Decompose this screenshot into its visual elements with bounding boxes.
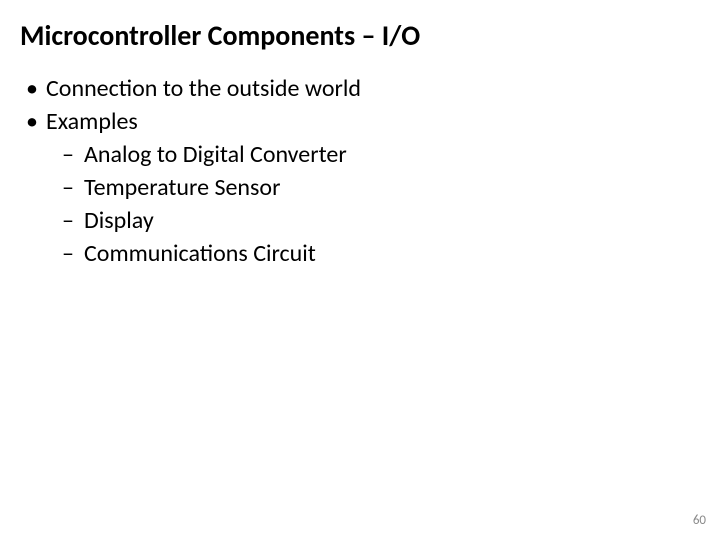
sub-bullet-text: Communications Circuit — [84, 239, 316, 268]
bullet-item: • Examples — [20, 107, 361, 136]
slide-title: Microcontroller Components – I/O — [20, 18, 420, 53]
sub-bullet-text: Analog to Digital Converter — [84, 140, 347, 169]
sub-bullet-text: Temperature Sensor — [84, 173, 280, 202]
dash-icon: – — [62, 140, 84, 169]
bullet-icon: • — [20, 74, 46, 103]
sub-bullet-item: – Display — [62, 206, 361, 235]
bullet-item: • Connection to the outside world — [20, 74, 361, 103]
sub-bullet-item: – Temperature Sensor — [62, 173, 361, 202]
sub-bullet-item: – Analog to Digital Converter — [62, 140, 361, 169]
bullet-text: Examples — [46, 107, 138, 136]
dash-icon: – — [62, 206, 84, 235]
dash-icon: – — [62, 173, 84, 202]
bullet-icon: • — [20, 107, 46, 136]
sub-bullet-text: Display — [84, 206, 154, 235]
bullet-text: Connection to the outside world — [46, 74, 361, 103]
dash-icon: – — [62, 239, 84, 268]
page-number: 60 — [693, 513, 706, 528]
sub-bullet-item: – Communications Circuit — [62, 239, 361, 268]
slide: { "title": { "text": "Microcontroller Co… — [0, 0, 720, 540]
slide-body: • Connection to the outside world • Exam… — [20, 74, 361, 272]
